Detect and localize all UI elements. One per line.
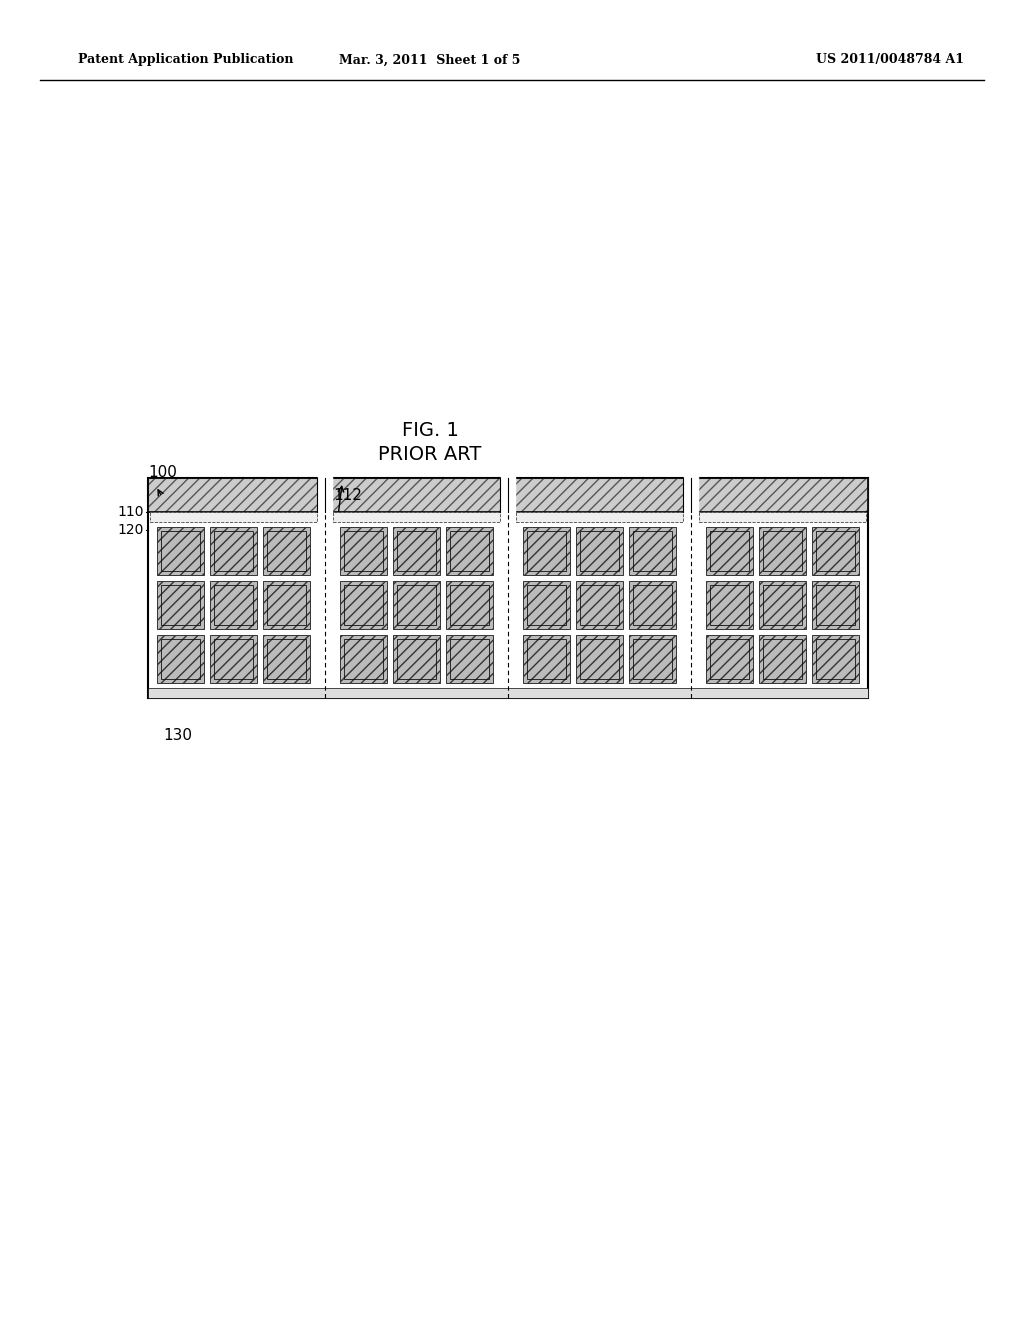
Text: Mar. 3, 2011  Sheet 1 of 5: Mar. 3, 2011 Sheet 1 of 5 bbox=[339, 54, 520, 66]
Bar bbox=[344, 585, 383, 626]
Bar bbox=[629, 581, 676, 628]
Bar bbox=[759, 527, 806, 574]
Bar bbox=[580, 639, 620, 678]
Bar bbox=[397, 531, 436, 572]
Bar bbox=[523, 581, 569, 628]
Bar bbox=[527, 531, 566, 572]
Bar bbox=[344, 531, 383, 572]
Text: 112: 112 bbox=[333, 488, 362, 503]
Bar bbox=[214, 531, 253, 572]
Bar bbox=[161, 531, 201, 572]
Bar bbox=[523, 635, 569, 682]
Bar bbox=[812, 527, 859, 574]
Bar bbox=[340, 527, 387, 574]
Bar bbox=[214, 585, 253, 626]
Text: PRIOR ART: PRIOR ART bbox=[378, 446, 481, 465]
Bar bbox=[161, 639, 201, 678]
Bar bbox=[446, 581, 493, 628]
Bar bbox=[450, 585, 489, 626]
Bar bbox=[816, 531, 855, 572]
Bar bbox=[763, 531, 802, 572]
Bar bbox=[763, 639, 802, 678]
Text: FIG. 1: FIG. 1 bbox=[401, 421, 459, 440]
Bar bbox=[710, 585, 750, 626]
Bar bbox=[577, 581, 623, 628]
Bar bbox=[450, 639, 489, 678]
Text: 100: 100 bbox=[148, 465, 177, 480]
Bar bbox=[633, 531, 672, 572]
Bar bbox=[210, 527, 257, 574]
Bar bbox=[158, 527, 204, 574]
Bar bbox=[340, 635, 387, 682]
Bar bbox=[633, 585, 672, 626]
Bar bbox=[710, 639, 750, 678]
Bar bbox=[577, 635, 623, 682]
Bar bbox=[148, 478, 868, 512]
Bar bbox=[393, 635, 439, 682]
Bar bbox=[161, 585, 201, 626]
Bar bbox=[698, 512, 866, 521]
Bar bbox=[577, 527, 623, 574]
Bar bbox=[763, 585, 802, 626]
Bar bbox=[446, 527, 493, 574]
Bar bbox=[759, 581, 806, 628]
Bar bbox=[527, 639, 566, 678]
Bar bbox=[267, 585, 306, 626]
Bar bbox=[393, 527, 439, 574]
Bar bbox=[148, 478, 868, 512]
Bar bbox=[158, 581, 204, 628]
Bar bbox=[393, 581, 439, 628]
Bar bbox=[263, 635, 310, 682]
Bar bbox=[523, 527, 569, 574]
Bar bbox=[210, 581, 257, 628]
Bar bbox=[527, 585, 566, 626]
Bar bbox=[344, 639, 383, 678]
Bar bbox=[516, 512, 683, 521]
Bar bbox=[158, 635, 204, 682]
Bar bbox=[148, 478, 868, 698]
Bar bbox=[214, 639, 253, 678]
Text: 130: 130 bbox=[163, 729, 193, 743]
Bar bbox=[150, 512, 317, 521]
Bar bbox=[710, 531, 750, 572]
Text: 120: 120 bbox=[118, 523, 144, 537]
Bar bbox=[707, 635, 753, 682]
Bar bbox=[707, 581, 753, 628]
Bar bbox=[340, 581, 387, 628]
Text: Patent Application Publication: Patent Application Publication bbox=[78, 54, 294, 66]
Text: 110: 110 bbox=[118, 506, 144, 519]
Bar bbox=[263, 581, 310, 628]
Bar bbox=[816, 639, 855, 678]
Bar bbox=[633, 639, 672, 678]
Bar bbox=[812, 635, 859, 682]
Bar bbox=[580, 531, 620, 572]
Bar bbox=[446, 635, 493, 682]
Bar bbox=[263, 527, 310, 574]
Bar bbox=[148, 478, 868, 512]
Bar bbox=[148, 688, 868, 698]
Bar bbox=[397, 585, 436, 626]
Bar bbox=[267, 639, 306, 678]
Bar bbox=[267, 531, 306, 572]
Bar bbox=[397, 639, 436, 678]
Bar bbox=[210, 635, 257, 682]
Text: US 2011/0048784 A1: US 2011/0048784 A1 bbox=[816, 54, 964, 66]
Bar bbox=[580, 585, 620, 626]
Bar bbox=[816, 585, 855, 626]
Bar bbox=[629, 635, 676, 682]
Bar bbox=[759, 635, 806, 682]
Bar bbox=[629, 527, 676, 574]
Bar bbox=[450, 531, 489, 572]
Bar bbox=[812, 581, 859, 628]
Bar bbox=[707, 527, 753, 574]
Bar bbox=[333, 512, 500, 521]
